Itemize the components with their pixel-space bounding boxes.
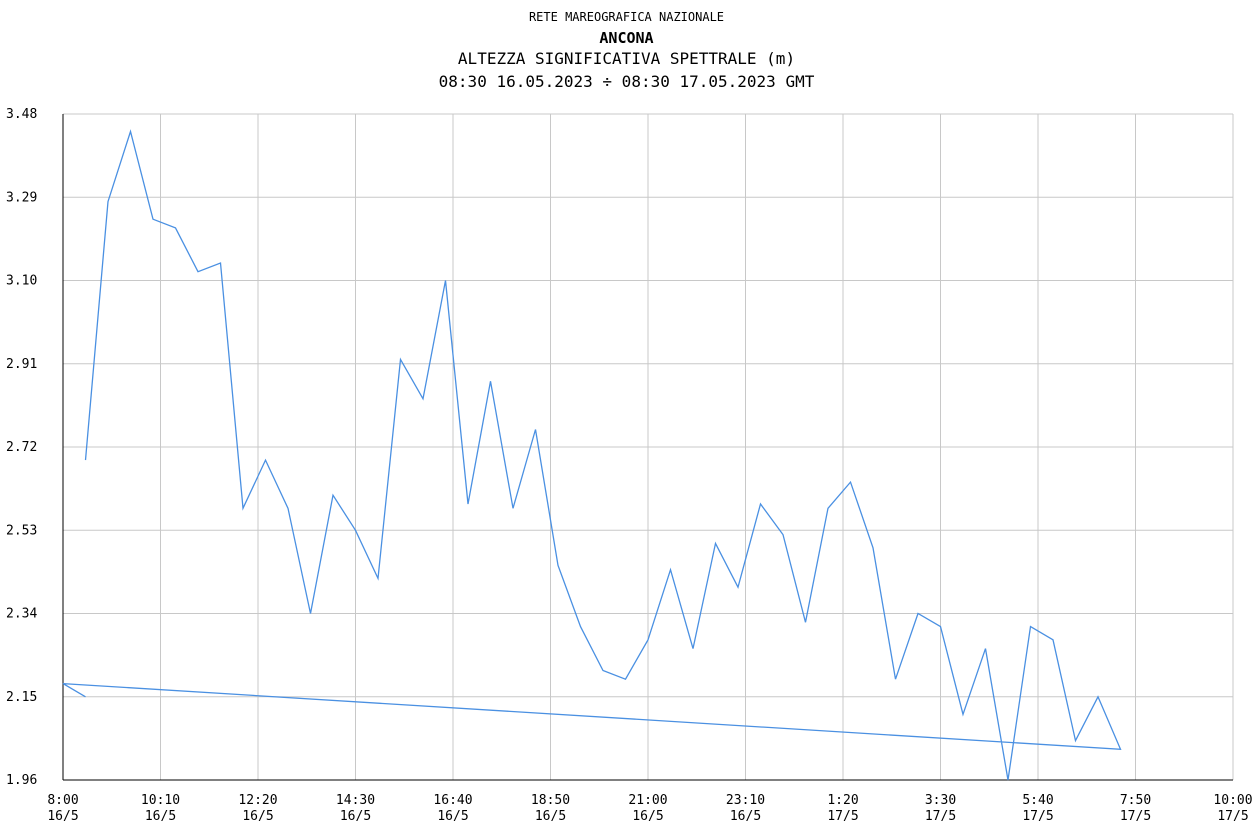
y-tick-label: 3.29 [6, 190, 37, 205]
network-title: RETE MAREOGRAFICA NAZIONALE [528, 10, 725, 24]
x-tick-date-label: 17/5 [1120, 809, 1151, 824]
x-tick-date-label: 16/5 [535, 809, 566, 824]
x-tick-date-label: 17/5 [827, 809, 858, 824]
x-tick-date-label: 16/5 [730, 809, 761, 824]
y-tick-label: 3.10 [6, 274, 37, 289]
x-tick-date-label: 16/5 [632, 809, 663, 824]
y-tick-label: 2.34 [6, 607, 37, 622]
x-tick-time-label: 18:50 [531, 793, 570, 808]
y-tick-label: 2.53 [6, 523, 37, 538]
x-tick-labels: 8:0016/510:1016/512:2016/514:3016/516:40… [47, 793, 1252, 824]
x-tick-time-label: 3:30 [925, 793, 956, 808]
x-tick-time-label: 12:20 [238, 793, 277, 808]
series-group [62, 129, 1122, 781]
x-tick-date-label: 16/5 [47, 809, 78, 824]
x-tick-time-label: 8:00 [47, 793, 78, 808]
y-tick-label: 2.72 [6, 440, 37, 455]
x-tick-time-label: 14:30 [336, 793, 375, 808]
y-tick-labels: 3.48 3.29 3.10 2.91 2.72 2.53 2.34 2.15 1.96 [6, 107, 37, 788]
x-tick-date-label: 16/5 [437, 809, 468, 824]
chart-subtitle: 08:30 16.05.2023 ÷ 08:30 17.05.2023 GMT [438, 72, 815, 91]
x-tick-time-label: 23:10 [726, 793, 765, 808]
x-tick-time-label: 5:40 [1022, 793, 1053, 808]
x-tick-time-label: 1:20 [827, 793, 858, 808]
y-tick-label: 1.96 [6, 773, 37, 788]
x-tick-date-label: 16/5 [145, 809, 176, 824]
x-tick-date-label: 17/5 [1022, 809, 1053, 824]
x-tick-time-label: 7:50 [1120, 793, 1151, 808]
x-tick-time-label: 10:10 [141, 793, 180, 808]
x-tick-date-label: 17/5 [925, 809, 956, 824]
x-tick-date-label: 16/5 [242, 809, 273, 824]
axes [62, 114, 1233, 781]
grid-lines [62, 113, 1234, 781]
y-tick-label: 2.15 [6, 690, 37, 705]
x-tick-time-label: 10:00 [1213, 793, 1252, 808]
y-tick-label: 2.91 [6, 357, 37, 372]
y-tick-label: 3.48 [6, 107, 37, 122]
x-tick-date-label: 17/5 [1217, 809, 1248, 824]
x-tick-time-label: 16:40 [433, 793, 472, 808]
chart-title: ALTEZZA SIGNIFICATIVA SPETTRALE (m) [457, 49, 796, 68]
series-line [62, 129, 1122, 781]
x-tick-time-label: 21:00 [628, 793, 667, 808]
station-title: ANCONA [599, 29, 654, 47]
x-tick-date-label: 16/5 [340, 809, 371, 824]
